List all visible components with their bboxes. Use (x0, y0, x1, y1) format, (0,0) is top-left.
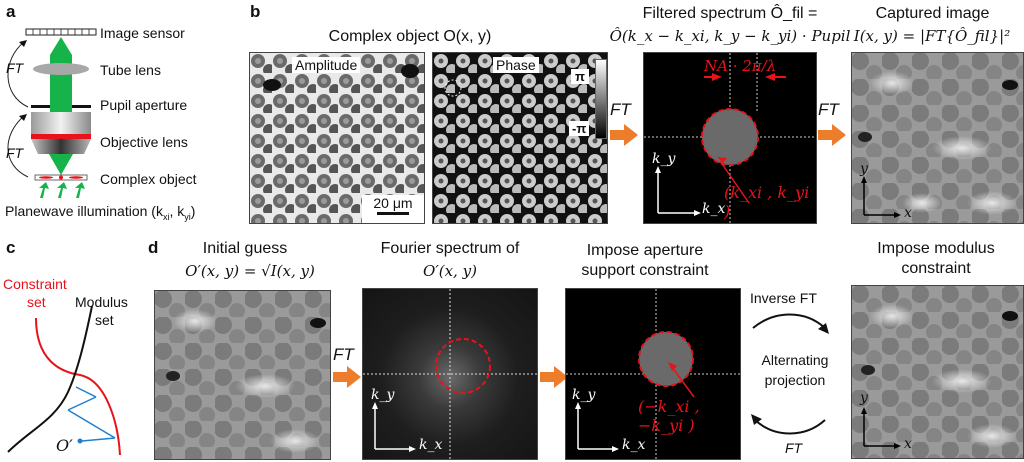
axis-ky-b: k_y (652, 151, 676, 167)
panel-b-letter: b (250, 2, 261, 21)
constraint-set-line2: set (27, 294, 46, 310)
modulus-set-line2: set (95, 312, 114, 328)
amplitude-cells (250, 53, 424, 223)
illumination-text: Planewave illumination (k (5, 203, 163, 219)
scalebar-label: 20 μm (373, 195, 413, 211)
illumination-mid: , k (169, 203, 185, 219)
colorbar-bottom-label: -π (569, 121, 590, 136)
inverse-ft-label: Inverse FT (750, 290, 817, 306)
axis-y-d: y (860, 390, 868, 406)
scalebar-box: 20 μm (362, 195, 424, 223)
fourier-spectrum-graphics (363, 289, 537, 459)
illumination-arrows-icon (39, 182, 85, 198)
fourier-title-line1: Fourier spectrum of (380, 240, 520, 257)
image-sensor-icon (25, 28, 97, 36)
fourier-spectrum-image: k_y k_x (362, 288, 538, 460)
constraint-set-curve (35, 317, 121, 456)
amplitude-image: Amplitude 20 μm (249, 52, 425, 224)
panel-a-letter: a (6, 2, 16, 21)
orange-arrow-icon (610, 124, 638, 146)
phase-colorbar (595, 59, 607, 139)
complex-object-title: Complex object O(x, y) (328, 28, 492, 45)
pupil-circle (701, 108, 759, 166)
label-tube-lens: Tube lens (100, 62, 161, 78)
panel-d-letter: d (148, 238, 159, 257)
axis-kx-d1: k_x (419, 437, 443, 453)
ft-label-b2: FT (818, 100, 839, 119)
ft-bottom-label: FT (785, 440, 803, 456)
modulus-set-line1: Modulus (75, 294, 128, 310)
phase-label: Phase (493, 57, 539, 73)
filtered-spectrum-image: NA · 2π/λ (k_xi , k_yi ) k_y k_x (643, 52, 817, 224)
fourier-title-line2: O′(x, y) (423, 262, 477, 280)
projection-arrows (67, 386, 116, 442)
constraint-set-line1: Constraint (3, 276, 67, 292)
colorbar-top-label: π (571, 69, 589, 84)
initial-title-line1: Initial guess (202, 240, 288, 257)
axis-x-b: x (904, 205, 912, 221)
captured-title-line1: Captured image (875, 5, 990, 22)
filtered-title-line1: Filtered spectrum Ô_fil = (642, 5, 818, 22)
aperture-constraint-graphics (566, 289, 740, 459)
aperture-constraint-image: (−k_xi , −k_yi ) k_y k_x (565, 288, 741, 460)
modulus-title-line1: Impose modulus (877, 240, 995, 257)
amplitude-label: Amplitude (292, 57, 361, 73)
captured-image: y x (851, 52, 1024, 224)
ft-label-b1: FT (610, 100, 631, 119)
modulus-set-curve (7, 305, 93, 453)
projection-diagram (7, 305, 121, 456)
orange-arrow-icon (818, 124, 846, 146)
label-complex-object: Complex object (100, 171, 197, 187)
ft-label-upper: FT (6, 60, 24, 76)
axis-x-d: x (904, 436, 912, 452)
aperture-title-line2: support constraint (581, 262, 709, 279)
axis-kx-b: k_x (702, 201, 726, 217)
orange-arrow-icon (540, 366, 568, 388)
modulus-title-line2: constraint (901, 260, 971, 277)
panel-c-letter: c (6, 238, 16, 257)
initial-guess-image (154, 290, 331, 460)
label-objective-lens: Objective lens (100, 134, 188, 150)
orange-arrow-icon (333, 366, 361, 388)
alternating-line2: projection (764, 372, 826, 388)
alternating-arrows-icon (751, 313, 829, 435)
axis-ky-d1: k_y (371, 387, 395, 403)
illumination-sub-y: yi (184, 211, 191, 222)
modulus-constraint-image: y x (851, 285, 1024, 459)
phase-image: Phase π -π (432, 52, 608, 224)
captured-title-line2: I(x, y) = |FT{Ô_fil}|² (853, 27, 1011, 45)
alternating-line1: Alternating (761, 352, 829, 368)
axis-ky-d2: k_y (572, 387, 596, 403)
axis-y-b: y (860, 161, 868, 177)
filtered-spectrum-graphics (644, 53, 816, 223)
axis-kx-d2: k_x (622, 437, 646, 453)
center-label-b: (k_xi , k_yi ) (724, 183, 810, 221)
microscope-diagram (7, 28, 97, 198)
ft-label-d1: FT (333, 345, 354, 364)
initial-title-line2: O′(x, y) = √I(x, y) (185, 262, 315, 280)
initial-guess-texture (155, 291, 330, 459)
filtered-title-line2: Ô(k_x − k_xi, k_y − k_yi) · Pupil (609, 27, 851, 45)
modulus-texture (852, 286, 1023, 458)
label-illumination: Planewave illumination (kxi, kyi) (5, 203, 195, 222)
ft-label-lower: FT (6, 145, 24, 161)
scalebar-line (377, 212, 409, 215)
aperture-title-line1: Impose aperture (586, 242, 704, 259)
illumination-end: ) (190, 203, 196, 219)
label-image-sensor: Image sensor (100, 25, 185, 41)
center-label-d: (−k_xi , −k_yi ) (638, 397, 700, 435)
label-pupil-aperture: Pupil aperture (100, 97, 188, 113)
illumination-sub-x: xi (162, 211, 170, 222)
na-label: NA · 2π/λ (704, 57, 777, 75)
captured-texture (852, 53, 1023, 223)
start-point-label: O′ (56, 436, 73, 455)
